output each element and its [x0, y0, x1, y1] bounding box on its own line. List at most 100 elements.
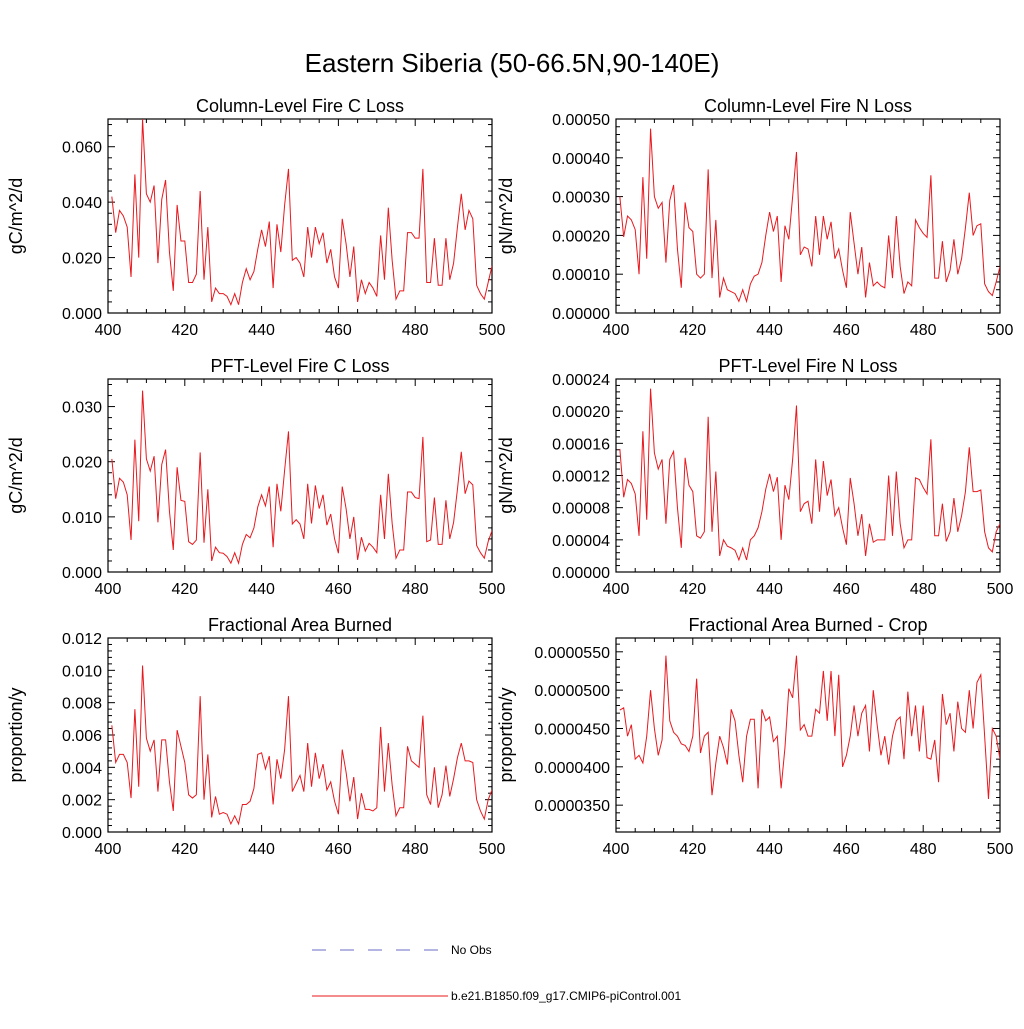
y-tick-label: 0.010 — [62, 510, 102, 527]
panel-title: PFT-Level Fire N Loss — [718, 356, 897, 376]
panel-4: 400 420 440 460 480 500 0.00000 0.00004 0.00008 0… — [496, 356, 1013, 598]
y-tick-label: 0.000 — [62, 565, 102, 582]
x-tick-label: 500 — [479, 581, 506, 598]
x-tick-label: 500 — [479, 322, 506, 339]
x-tick-label: 420 — [679, 841, 706, 858]
y-tick-label: 0.004 — [62, 760, 102, 777]
x-tick-label: 480 — [910, 322, 937, 339]
panel-title: PFT-Level Fire C Loss — [210, 356, 389, 376]
panel-frame — [107, 378, 493, 573]
y-tick-label: 0.030 — [62, 400, 102, 417]
x-tick-label: 400 — [95, 322, 122, 339]
series-line — [619, 128, 1000, 304]
legend-label: No Obs — [451, 943, 492, 957]
x-tick-label: 460 — [833, 841, 860, 858]
panels-group: 400 420 440 460 480 500 0.000 0.020 0.040 0.060 Co… — [6, 96, 1013, 858]
x-tick-label: 440 — [248, 322, 275, 339]
y-tick-label: 0.002 — [62, 793, 102, 810]
panel-6: 400 420 440 460 480 500 0.0000350 0.0000400 0.00… — [496, 615, 1013, 858]
x-tick-label: 500 — [987, 581, 1014, 598]
series-line — [111, 119, 492, 307]
y-tick-label: 0.012 — [62, 631, 102, 648]
x-tick-label: 460 — [325, 581, 352, 598]
y-tick-label: 0.00012 — [552, 469, 610, 486]
x-tick-label: 500 — [479, 841, 506, 858]
y-tick-label: 0.0000350 — [534, 798, 610, 815]
x-tick-label: 400 — [603, 581, 630, 598]
y-axis-label: gN/m^2/d — [496, 437, 516, 513]
x-tick-label: 480 — [910, 581, 937, 598]
x-tick-label: 480 — [402, 581, 429, 598]
x-tick-label: 460 — [833, 581, 860, 598]
y-tick-label: 0.0000450 — [534, 721, 610, 738]
legend-entry-1: No Obs — [312, 943, 492, 957]
series-line — [619, 655, 1000, 800]
panel-title: Column-Level Fire N Loss — [704, 96, 912, 116]
x-tick-label: 440 — [756, 322, 783, 339]
y-tick-label: 0.000 — [62, 306, 102, 323]
x-tick-label: 500 — [987, 841, 1014, 858]
y-tick-label: 0.00050 — [552, 112, 610, 129]
y-tick-label: 0.00030 — [552, 190, 610, 207]
legend: No Obs b.e21.B1850.f09_g17.CMIP6-piContro… — [312, 943, 681, 1003]
panel-frame — [107, 637, 493, 833]
y-tick-label: 0.060 — [62, 140, 102, 157]
y-axis-label: gN/m^2/d — [496, 178, 516, 254]
y-tick-label: 0.00000 — [552, 306, 610, 323]
y-tick-label: 0.00040 — [552, 151, 610, 168]
x-tick-label: 400 — [95, 581, 122, 598]
y-axis-label: gC/m^2/d — [6, 437, 26, 513]
panel-title: Fractional Area Burned - Crop — [688, 615, 927, 635]
y-tick-label: 0.00000 — [552, 565, 610, 582]
y-tick-label: 0.0000550 — [534, 645, 610, 662]
x-tick-label: 440 — [248, 841, 275, 858]
x-tick-label: 420 — [171, 581, 198, 598]
x-tick-label: 440 — [756, 581, 783, 598]
y-axis-label: gC/m^2/d — [6, 178, 26, 254]
y-tick-label: 0.040 — [62, 195, 102, 212]
x-tick-label: 400 — [603, 841, 630, 858]
panel-2: 400 420 440 460 480 500 0.00000 0.00010 0.00020 0… — [496, 96, 1013, 339]
series-line — [111, 390, 492, 566]
x-tick-label: 480 — [402, 322, 429, 339]
y-tick-label: 0.00016 — [552, 436, 610, 453]
panel-title: Column-Level Fire C Loss — [196, 96, 404, 116]
y-tick-label: 0.008 — [62, 696, 102, 713]
x-tick-label: 460 — [325, 841, 352, 858]
y-tick-label: 0.0000500 — [534, 683, 610, 700]
y-tick-label: 0.020 — [62, 455, 102, 472]
y-tick-label: 0.00024 — [552, 372, 610, 389]
x-tick-label: 400 — [95, 841, 122, 858]
y-tick-label: 0.00010 — [552, 267, 610, 284]
y-axis-label: proportion/y — [496, 687, 516, 782]
panel-1: 400 420 440 460 480 500 0.000 0.020 0.040 0.060 Co… — [6, 96, 505, 339]
figure-title: Eastern Siberia (50-66.5N,90-140E) — [305, 48, 720, 78]
panel-frame — [107, 118, 493, 314]
y-tick-label: 0.00020 — [552, 228, 610, 245]
series-line — [111, 665, 492, 826]
x-tick-label: 440 — [248, 581, 275, 598]
panel-title: Fractional Area Burned — [208, 615, 392, 635]
legend-label: b.e21.B1850.f09_g17.CMIP6-piControl.001 — [451, 989, 681, 1003]
y-axis-label: proportion/y — [6, 687, 26, 782]
y-tick-label: 0.0000400 — [534, 760, 610, 777]
panel-frame — [615, 378, 1001, 573]
panel-5: 400 420 440 460 480 500 0.000 0.002 0.004 0.006 0.… — [6, 615, 505, 858]
panel-3: 400 420 440 460 480 500 0.000 0.010 0.020 0.030 PF… — [6, 356, 505, 598]
x-tick-label: 420 — [679, 322, 706, 339]
y-tick-label: 0.00008 — [552, 501, 610, 518]
x-tick-label: 420 — [171, 322, 198, 339]
y-tick-label: 0.000 — [62, 825, 102, 842]
y-tick-label: 0.010 — [62, 663, 102, 680]
x-tick-label: 420 — [679, 581, 706, 598]
x-tick-label: 440 — [756, 841, 783, 858]
panel-frame — [615, 118, 1001, 314]
y-tick-label: 0.020 — [62, 251, 102, 268]
legend-entry-2: b.e21.B1850.f09_g17.CMIP6-piControl.001 — [312, 989, 681, 1003]
x-tick-label: 400 — [603, 322, 630, 339]
x-tick-label: 500 — [987, 322, 1014, 339]
x-tick-label: 420 — [171, 841, 198, 858]
series-line — [619, 388, 1000, 562]
